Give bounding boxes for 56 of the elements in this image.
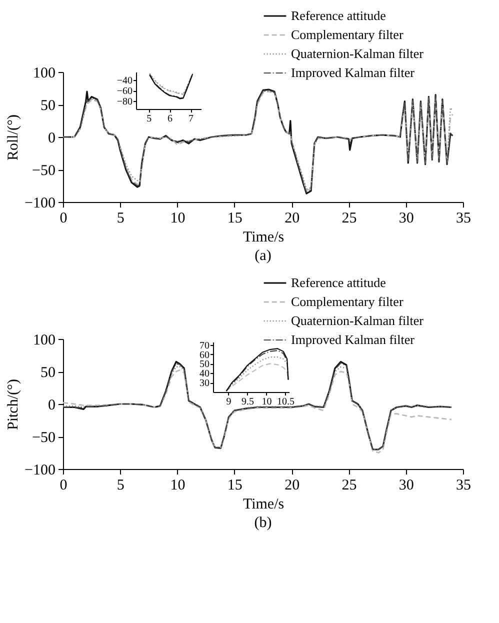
line-series: [226, 363, 289, 392]
x-tick-label: 25: [342, 210, 357, 226]
y-tick-label: −60: [116, 86, 132, 97]
line-series: [226, 356, 289, 392]
x-tick-label: 9: [226, 396, 232, 408]
x-tick-label: 5: [116, 478, 124, 494]
x-tick-label: 35: [456, 210, 471, 226]
x-tick-label: 10: [262, 396, 272, 408]
y-tick-label: 30: [200, 378, 210, 390]
x-tick-label: 20: [284, 478, 300, 494]
x-tick-label: 30: [398, 478, 414, 494]
x-tick-label: 15: [227, 478, 242, 494]
x-tick-label: 0: [60, 210, 68, 226]
y-tick-label: 50: [40, 98, 56, 114]
y-tick-label: 0: [48, 130, 56, 146]
y-tick-label: −100: [24, 196, 56, 212]
legend-label: Improved Kalman filter: [291, 332, 416, 347]
x-tick-label: 7: [188, 114, 194, 124]
y-axis-title: Roll/(°): [6, 114, 22, 160]
y-tick-label: 60: [200, 350, 210, 361]
legend-label: Quaternion-Kalman filter: [291, 313, 424, 328]
legend-label: Complementary filter: [291, 294, 404, 309]
y-tick-label: −100: [24, 462, 56, 478]
x-tick-label: 6: [168, 114, 173, 124]
y-tick-label: 70: [200, 340, 210, 352]
y-tick-label: 50: [200, 359, 210, 370]
x-tick-label: 10.5: [276, 396, 294, 408]
legend-label: Complementary filter: [291, 27, 404, 42]
legend-label: Reference attitude: [291, 8, 386, 23]
y-tick-label: 100: [33, 66, 56, 82]
y-tick-label: 50: [40, 365, 56, 381]
y-tick-label: −50: [32, 163, 56, 179]
y-tick-label: −80: [116, 96, 132, 108]
y-tick-label: −40: [116, 76, 132, 87]
x-axis-title: Time/s: [242, 496, 284, 512]
y-tick-label: −50: [32, 430, 56, 446]
legend-label: Quaternion-Kalman filter: [291, 46, 424, 61]
x-tick-label: 5: [116, 210, 124, 226]
x-axis-title: Time/s: [242, 230, 284, 246]
x-tick-label: 10: [170, 478, 186, 494]
x-tick-label: 25: [342, 478, 357, 494]
legend-label: Improved Kalman filter: [291, 65, 416, 80]
x-tick-label: 20: [284, 210, 300, 226]
x-tick-label: 30: [398, 210, 414, 226]
x-tick-label: 15: [227, 210, 242, 226]
x-tick-label: 0: [60, 478, 68, 494]
x-tick-label: 9.5: [241, 396, 254, 408]
x-tick-label: 5: [146, 114, 152, 124]
x-tick-label: 10: [170, 210, 186, 226]
text: (a): [254, 248, 272, 264]
legend-label: Reference attitude: [291, 275, 386, 290]
y-tick-label: 100: [33, 332, 56, 348]
x-tick-label: 35: [456, 478, 471, 494]
y-tick-label: 40: [200, 368, 210, 380]
text: (b): [254, 515, 272, 531]
y-axis-title: Pitch/(°): [6, 379, 22, 430]
